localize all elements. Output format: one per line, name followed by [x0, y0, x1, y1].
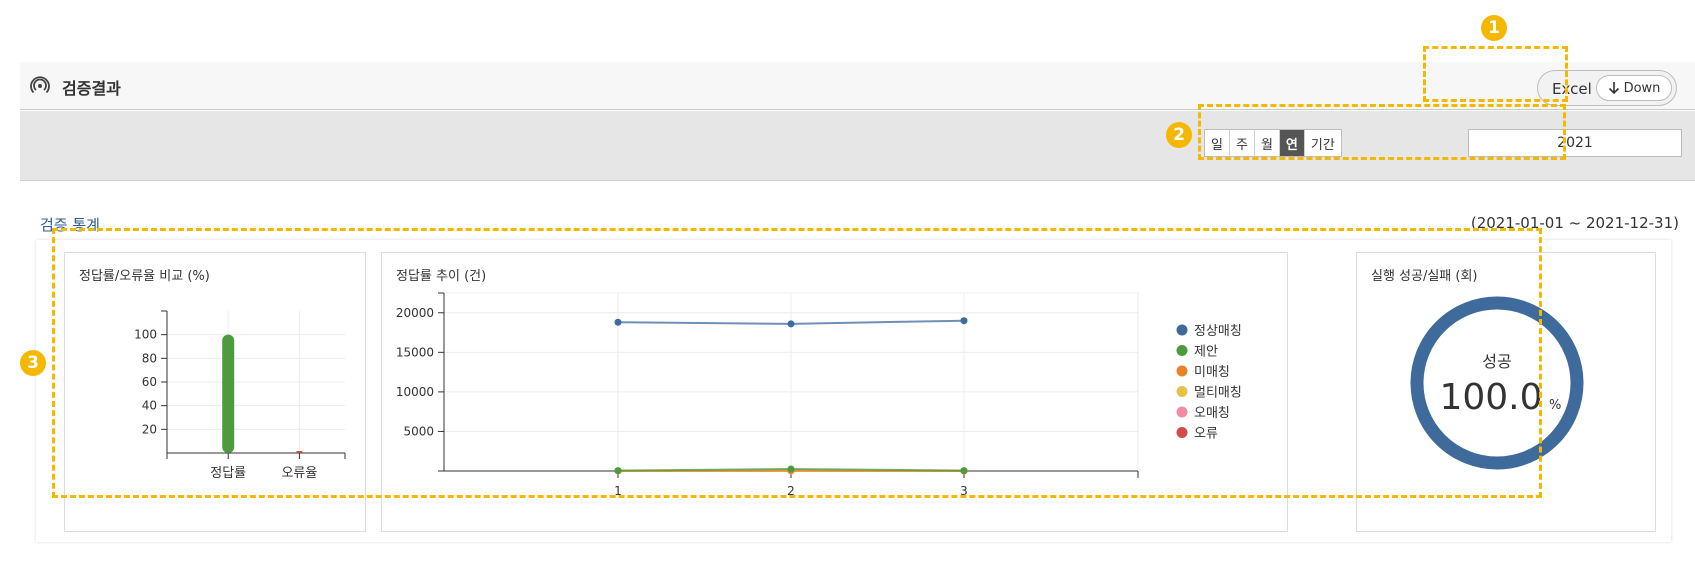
legend-marker	[1176, 365, 1188, 377]
date-range: (2021-01-01 ~ 2021-12-31)	[1470, 214, 1679, 232]
donut-card: 실행 성공/실패 (회) 성공 100.0%	[1356, 252, 1656, 532]
legend-marker	[1176, 406, 1188, 418]
donut-title: 실행 성공/실패 (회)	[1371, 269, 1478, 284]
line-ytick-label: 15000	[396, 345, 434, 359]
marker-3: 3	[20, 350, 46, 376]
bar-ytick-label: 20	[142, 422, 157, 436]
legend-marker	[1176, 324, 1188, 336]
bar	[222, 334, 235, 453]
legend-label: 제안	[1194, 345, 1218, 360]
legend-label: 멀티매칭	[1194, 386, 1242, 401]
donut-label: 성공	[1482, 352, 1511, 371]
legend-label: 오매칭	[1194, 406, 1230, 421]
annotation-box-3	[52, 228, 1542, 498]
donut-chart: 성공 100.0%	[1410, 296, 1584, 470]
annotation-box-1	[1423, 46, 1568, 102]
legend-label: 정상매칭	[1194, 324, 1242, 339]
stats-panel: 정답률/오류율 비교 (%) 20 40 60 80 100 정답률 오류율 정답률 추이 …	[36, 240, 1671, 542]
line-xtick-label: 2	[787, 484, 795, 498]
page-title: 검증결과	[62, 79, 121, 98]
donut-unit: %	[1549, 398, 1561, 413]
line-point	[787, 320, 795, 328]
period-day-tab[interactable]: 일	[1205, 130, 1230, 156]
line-ytick-label: 20000	[396, 306, 434, 320]
bar-xtick-label: 정답률	[210, 466, 246, 481]
bar-ytick-label: 80	[142, 351, 157, 365]
bar-ytick-label: 60	[142, 375, 157, 389]
line-point	[614, 318, 622, 326]
excel-label: Excel	[1552, 80, 1592, 98]
period-range-tab[interactable]: 기간	[1310, 137, 1335, 153]
legend-marker	[1176, 427, 1188, 438]
legend-marker	[1176, 386, 1188, 397]
line-point	[960, 467, 968, 475]
annotation-box-2	[1198, 104, 1566, 160]
line-point	[960, 317, 968, 325]
bar-chart-card: 정답률/오류율 비교 (%) 20 40 60 80 100 정답률 오류율	[64, 252, 366, 532]
donut-value: 100.0	[1439, 377, 1542, 418]
line-point	[614, 467, 622, 475]
bar-xtick-label: 오류율	[281, 466, 317, 481]
line-ytick-label: 10000	[396, 385, 434, 399]
legend-marker	[1176, 345, 1188, 356]
bar	[296, 451, 303, 453]
marker-2: 2	[1166, 122, 1192, 148]
down-label: Down	[1623, 80, 1661, 96]
filter-bar: 일 주 월 연 기간	[20, 111, 1695, 181]
period-week-tab[interactable]: 주	[1230, 130, 1255, 156]
bar-ytick-label: 100	[134, 328, 157, 342]
result-header: 검증결과 Excel Down	[20, 62, 1695, 110]
period-selector: 일 주 월 연 기간	[1204, 129, 1342, 157]
excel-down-button[interactable]: Down	[1596, 75, 1672, 101]
period-month-tab[interactable]: 월	[1255, 130, 1280, 156]
legend-label: 미매칭	[1194, 365, 1230, 380]
donut-ring	[1410, 296, 1584, 470]
period-year-tab[interactable]: 연	[1279, 130, 1305, 156]
line-xtick-label: 3	[960, 484, 968, 498]
bar-chart: 20 40 60 80 100 정답률 오류율	[134, 310, 346, 481]
excel-download-group: Excel Down	[1537, 70, 1677, 106]
arrow-down-icon	[1608, 82, 1619, 95]
bar-ytick-label: 40	[142, 399, 157, 413]
legend-label: 오류	[1194, 427, 1218, 442]
line-chart-title: 정답률 추이 (건)	[396, 269, 487, 284]
year-input[interactable]	[1468, 129, 1682, 157]
bar-chart-title: 정답률/오류율 비교 (%)	[79, 269, 210, 284]
marker-1: 1	[1481, 15, 1507, 41]
broadcast-icon	[30, 76, 50, 94]
line-point	[787, 465, 795, 473]
line-ytick-label: 5000	[403, 424, 434, 438]
line-xtick-label: 1	[614, 484, 622, 498]
